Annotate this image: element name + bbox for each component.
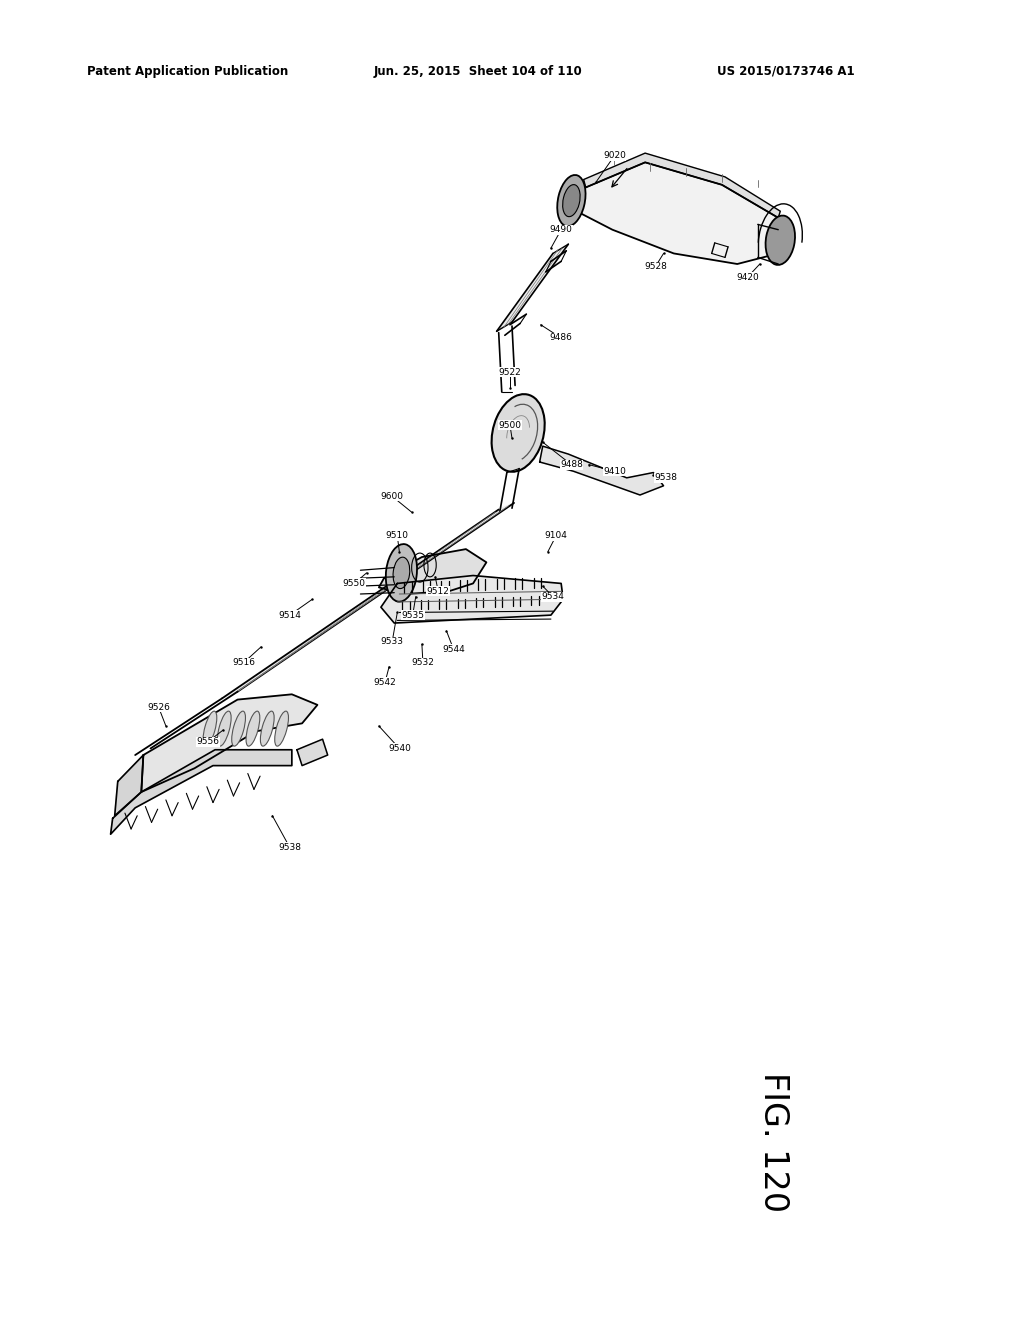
Text: 9490: 9490 (550, 226, 572, 234)
Text: 9020: 9020 (603, 152, 626, 160)
Text: Jun. 25, 2015  Sheet 104 of 110: Jun. 25, 2015 Sheet 104 of 110 (374, 65, 583, 78)
Text: 9556: 9556 (197, 738, 219, 746)
Text: 9538: 9538 (279, 843, 301, 851)
Ellipse shape (203, 711, 217, 746)
Text: 9538: 9538 (654, 474, 677, 482)
Polygon shape (222, 503, 514, 698)
Text: 9516: 9516 (232, 659, 255, 667)
Text: 9550: 9550 (343, 579, 366, 587)
Text: 9528: 9528 (644, 263, 667, 271)
Text: 9535: 9535 (401, 611, 424, 619)
Text: 9542: 9542 (374, 678, 396, 686)
Text: FIG. 120: FIG. 120 (757, 1072, 790, 1212)
Polygon shape (584, 153, 780, 218)
Ellipse shape (386, 544, 417, 602)
Text: 9526: 9526 (147, 704, 170, 711)
Text: 9532: 9532 (412, 659, 434, 667)
Text: 9486: 9486 (550, 334, 572, 342)
Polygon shape (381, 576, 563, 623)
Ellipse shape (231, 711, 246, 746)
Polygon shape (540, 446, 664, 495)
Ellipse shape (393, 557, 410, 589)
Text: 9600: 9600 (381, 492, 403, 500)
Text: 9420: 9420 (736, 273, 759, 281)
Ellipse shape (274, 711, 289, 746)
Polygon shape (115, 755, 143, 816)
Polygon shape (571, 162, 788, 264)
Text: 9514: 9514 (279, 611, 301, 619)
Ellipse shape (217, 711, 231, 746)
Ellipse shape (260, 711, 274, 746)
Text: 9540: 9540 (388, 744, 411, 752)
Ellipse shape (557, 176, 586, 226)
Ellipse shape (492, 395, 545, 471)
Ellipse shape (562, 185, 581, 216)
Text: 9410: 9410 (603, 467, 626, 475)
Text: 9544: 9544 (442, 645, 465, 653)
Text: 9512: 9512 (427, 587, 450, 595)
Text: 9500: 9500 (499, 421, 521, 429)
Polygon shape (297, 739, 328, 766)
Text: 9104: 9104 (545, 532, 567, 540)
Polygon shape (379, 549, 486, 594)
Text: 9488: 9488 (560, 461, 583, 469)
Polygon shape (497, 244, 568, 331)
Text: 9533: 9533 (381, 638, 403, 645)
Text: Patent Application Publication: Patent Application Publication (87, 65, 289, 78)
Ellipse shape (246, 711, 260, 746)
Polygon shape (141, 694, 317, 792)
Text: 9510: 9510 (386, 532, 409, 540)
Text: 9522: 9522 (499, 368, 521, 376)
Ellipse shape (766, 215, 795, 265)
Text: US 2015/0173746 A1: US 2015/0173746 A1 (717, 65, 854, 78)
Text: 9534: 9534 (542, 593, 564, 601)
Polygon shape (111, 750, 292, 834)
